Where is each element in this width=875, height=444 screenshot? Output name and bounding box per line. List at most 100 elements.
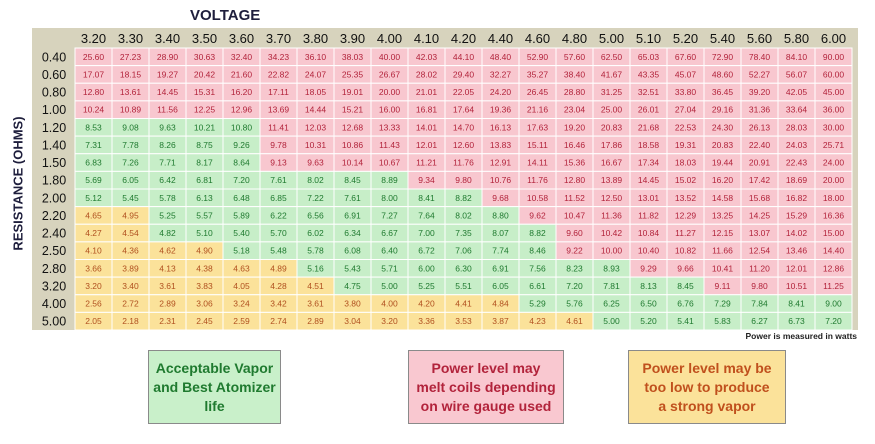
power-cell-value-7-15: 14.45 [638,175,660,185]
power-cell-value-15-18: 6.27 [751,316,768,326]
power-cell-value-3-10: 17.64 [453,105,475,115]
power-cell-value-3-3: 12.25 [194,105,216,115]
power-cell-value-1-1: 18.15 [120,69,142,79]
power-cell-value-9-16: 12.29 [675,210,697,220]
power-cell-value-5-9: 12.01 [416,140,438,150]
power-cell-value-12-13: 8.23 [566,263,583,273]
legend-coil-melt-warning-text: Power level may melt coils depending on … [416,359,556,414]
power-cell-value-11-16: 10.82 [675,246,697,256]
resistance-header-12: 2.80 [42,262,66,276]
power-cell-value-15-11: 3.87 [492,316,509,326]
power-cell-value-7-16: 15.02 [675,175,697,185]
power-cell-value-10-6: 6.02 [307,228,324,238]
power-cell-value-9-10: 8.02 [455,210,472,220]
power-cell-value-13-20: 11.25 [823,281,844,291]
power-cell-value-14-11: 4.84 [492,299,509,309]
power-cell-value-14-9: 4.20 [418,299,435,309]
power-cell-value-7-10: 9.80 [455,175,472,185]
power-cell-value-6-2: 7.71 [159,158,176,168]
power-cell-value-7-12: 11.76 [527,175,548,185]
power-cell-value-9-15: 11.82 [638,210,659,220]
power-cell-value-4-3: 10.21 [194,122,216,132]
power-cell-value-12-10: 6.30 [455,263,472,273]
resistance-header-7: 1.80 [42,174,66,188]
power-cell-value-9-18: 14.25 [749,210,771,220]
power-cell-value-10-20: 15.00 [823,228,845,238]
power-cell-value-10-13: 9.60 [566,228,583,238]
power-cell-value-1-7: 25.35 [342,69,364,79]
power-cell-value-12-1: 3.89 [122,263,139,273]
power-cell-value-5-12: 15.11 [527,140,548,150]
power-cell-value-10-11: 8.07 [492,228,509,238]
power-cell-value-4-19: 28.03 [786,122,808,132]
power-cell-value-12-12: 7.56 [529,263,546,273]
power-cell-value-6-19: 22.43 [786,158,808,168]
power-cell-value-0-0: 25.60 [83,52,105,62]
power-cell-value-0-12: 52.90 [527,52,549,62]
power-cell-value-14-16: 6.76 [677,299,694,309]
power-cell-value-1-15: 43.35 [638,69,660,79]
power-cell-value-4-14: 20.83 [601,122,623,132]
power-cell-value-12-3: 4.38 [196,263,213,273]
power-cell-value-11-0: 4.10 [85,246,102,256]
power-cell-value-14-18: 7.84 [751,299,768,309]
power-cell-value-9-14: 11.36 [601,210,622,220]
power-cell-value-5-20: 25.71 [823,140,845,150]
power-cell-value-8-3: 6.13 [196,193,213,203]
power-cell-value-14-19: 8.41 [788,299,805,309]
power-cell-value-9-12: 9.62 [529,210,546,220]
power-cell-value-9-11: 8.80 [492,210,509,220]
power-cell-value-11-11: 7.74 [492,246,509,256]
power-cell-value-8-8: 8.00 [381,193,398,203]
power-cell-value-14-4: 3.24 [233,299,250,309]
voltage-header-15: 5.10 [636,31,661,46]
power-cell-value-2-14: 31.25 [601,87,623,97]
power-cell-value-6-3: 8.17 [196,158,213,168]
power-cell-value-8-6: 7.22 [307,193,324,203]
power-cell-value-2-10: 22.05 [453,87,475,97]
power-cell-value-15-9: 3.36 [418,316,435,326]
power-cell-value-9-6: 6.56 [307,210,324,220]
power-cell-value-10-3: 5.10 [196,228,213,238]
voltage-header-11: 4.40 [488,31,513,46]
voltage-header-2: 3.40 [155,31,180,46]
power-cell-value-3-18: 31.36 [749,105,771,115]
power-cell-value-0-5: 34.23 [268,52,290,62]
power-cell-value-9-13: 10.47 [564,210,586,220]
power-cell-value-0-18: 78.40 [749,52,771,62]
power-cell-value-11-6: 5.78 [307,246,324,256]
power-cell-value-11-20: 14.40 [823,246,845,256]
power-cell-value-8-18: 15.68 [749,193,771,203]
power-cell-value-2-8: 20.00 [379,87,401,97]
power-cell-value-13-17: 9.11 [715,281,731,291]
power-cell-value-11-1: 4.36 [122,246,139,256]
power-cell-value-10-17: 12.15 [712,228,734,238]
power-cell-value-15-3: 2.45 [196,316,213,326]
power-cell-value-12-6: 5.16 [307,263,324,273]
power-cell-value-6-14: 16.67 [601,158,623,168]
power-cell-value-7-3: 6.81 [196,175,213,185]
power-cell-value-6-8: 10.67 [379,158,401,168]
voltage-header-4: 3.60 [229,31,254,46]
power-cell-value-12-19: 12.01 [786,263,808,273]
power-cell-value-14-12: 5.29 [529,299,546,309]
power-cell-value-9-7: 6.91 [344,210,361,220]
power-cell-value-7-13: 12.80 [564,175,586,185]
power-cell-value-2-16: 33.80 [675,87,697,97]
power-cell-value-5-19: 24.03 [786,140,808,150]
power-cell-value-13-1: 3.40 [122,281,139,291]
power-cell-value-4-13: 19.20 [564,122,586,132]
resistance-header-10: 2.40 [42,227,66,241]
power-cell-value-4-5: 11.41 [268,122,289,132]
power-cell-value-3-15: 26.01 [638,105,660,115]
power-cell-value-12-8: 5.71 [381,263,398,273]
power-cell-value-3-4: 12.96 [231,105,253,115]
resistance-axis-title: RESISTANCE (OHMS) [10,116,26,251]
power-cell-value-7-20: 20.00 [823,175,845,185]
power-cell-value-4-15: 21.68 [638,122,660,132]
power-cell-value-11-2: 4.62 [159,246,176,256]
power-cell-value-15-20: 7.20 [825,316,842,326]
power-cell-value-14-8: 4.00 [381,299,398,309]
power-cell-value-6-9: 11.21 [416,158,437,168]
power-cell-value-0-7: 38.03 [342,52,364,62]
